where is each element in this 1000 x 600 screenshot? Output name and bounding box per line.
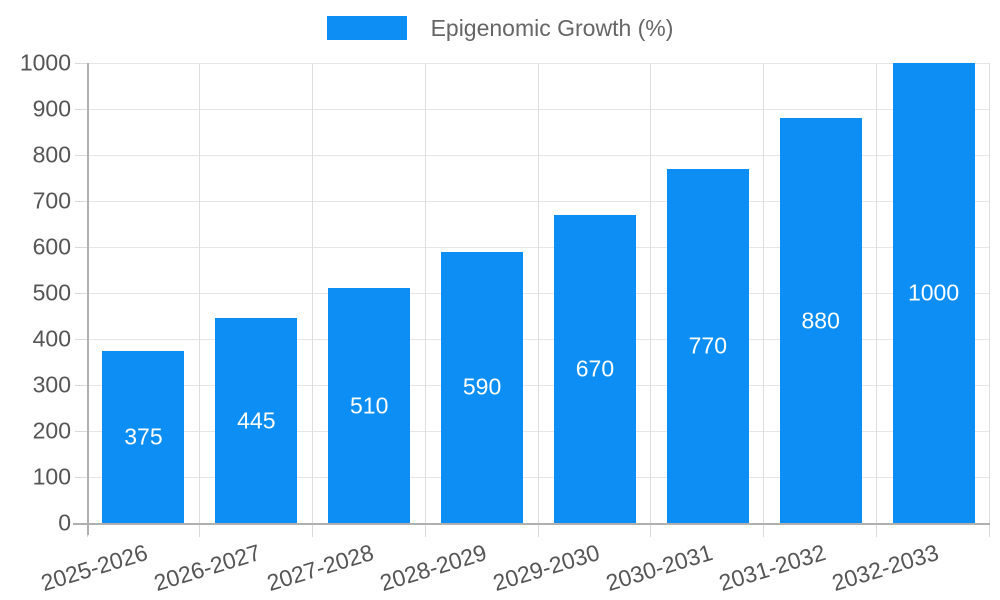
y-tick (75, 155, 87, 156)
bar-value-label: 510 (350, 392, 389, 419)
x-axis-category-label: 2025-2026 (38, 539, 152, 597)
gridline-v (650, 63, 652, 523)
y-tick (75, 63, 87, 64)
y-tick (75, 385, 87, 386)
gridline-h (87, 385, 990, 386)
y-axis-tick-label: 700 (32, 187, 71, 214)
bar: 1000 (892, 63, 975, 523)
x-axis-category-label: 2032-2033 (828, 539, 942, 597)
y-tick (75, 293, 87, 294)
bar: 880 (779, 118, 862, 523)
gridline-h (87, 109, 990, 110)
bar: 510 (328, 288, 411, 523)
y-axis-tick-label: 300 (32, 371, 71, 398)
x-tick (763, 525, 765, 537)
bar: 670 (553, 214, 636, 523)
y-tick (75, 109, 87, 110)
gridline-h (87, 201, 990, 202)
x-tick (650, 525, 652, 537)
x-axis-category-label: 2031-2032 (715, 539, 829, 597)
x-axis-labels: 2025-2026 2026-2027 2027-2028 2028-2029 2029… (38, 523, 990, 600)
bar: 770 (666, 168, 749, 523)
bar-value-label: 880 (801, 307, 840, 334)
x-axis-category-label: 2028-2029 (376, 539, 490, 597)
bar-value-label: 445 (237, 407, 276, 434)
y-axis-tick-label: 100 (32, 463, 71, 490)
x-tick (989, 525, 990, 537)
gridline-h (87, 293, 990, 294)
x-axis-category-label: 2030-2031 (602, 539, 716, 597)
x-axis-category-label: 2026-2027 (151, 539, 264, 597)
x-tick (424, 525, 426, 537)
y-axis-tick-label: 400 (32, 325, 71, 352)
gridline-h (87, 63, 990, 64)
y-axis-line (87, 63, 89, 535)
bar-value-label: 375 (124, 423, 163, 450)
x-tick (198, 525, 200, 537)
gridline-v (198, 63, 200, 523)
x-tick (876, 525, 878, 537)
y-tick (75, 339, 87, 340)
bar: 590 (441, 251, 524, 523)
gridline-v (989, 63, 990, 523)
y-axis-tick-label: 600 (32, 233, 71, 260)
y-tick (75, 201, 87, 202)
bar: 375 (102, 350, 185, 523)
y-tick (75, 431, 87, 432)
x-tick (537, 525, 539, 537)
legend: Epigenomic Growth (%) (0, 16, 1000, 40)
bar-value-label: 670 (575, 355, 615, 382)
bar-value-label: 770 (688, 332, 727, 359)
gridline-v (876, 63, 878, 523)
legend-label: Epigenomic Growth (%) (430, 15, 674, 41)
y-axis-tick-label: 200 (32, 417, 71, 444)
gridline-v (537, 63, 539, 523)
y-axis-tick-label: 0 (58, 509, 71, 536)
gridline-h (87, 247, 990, 248)
legend-swatch (326, 16, 407, 40)
x-tick (311, 525, 313, 537)
x-axis-line (73, 523, 990, 525)
gridline-h (87, 155, 990, 156)
x-axis-category-label: 2027-2028 (263, 539, 377, 597)
y-axis-tick-label: 800 (32, 141, 71, 168)
gridline-v (763, 63, 765, 523)
gridline-h (87, 431, 990, 432)
y-axis-tick-label: 1000 (19, 49, 71, 76)
y-tick (75, 247, 87, 248)
y-axis-tick-label: 900 (32, 95, 71, 122)
bar: 445 (215, 318, 298, 523)
gridline-v (424, 63, 426, 523)
bar-value-label: 590 (462, 373, 502, 400)
gridline-h (87, 477, 990, 478)
x-axis-category-label: 2029-2030 (489, 539, 603, 597)
gridline-v (311, 63, 313, 523)
bar-value-label: 1000 (907, 279, 960, 306)
gridline-h (87, 339, 990, 340)
plot-area: 0 100 200 300 400 500 600 700 800 900 1000 375 445 51… (20, 50, 990, 537)
y-axis-tick-label: 500 (32, 279, 71, 306)
y-tick (75, 477, 87, 478)
